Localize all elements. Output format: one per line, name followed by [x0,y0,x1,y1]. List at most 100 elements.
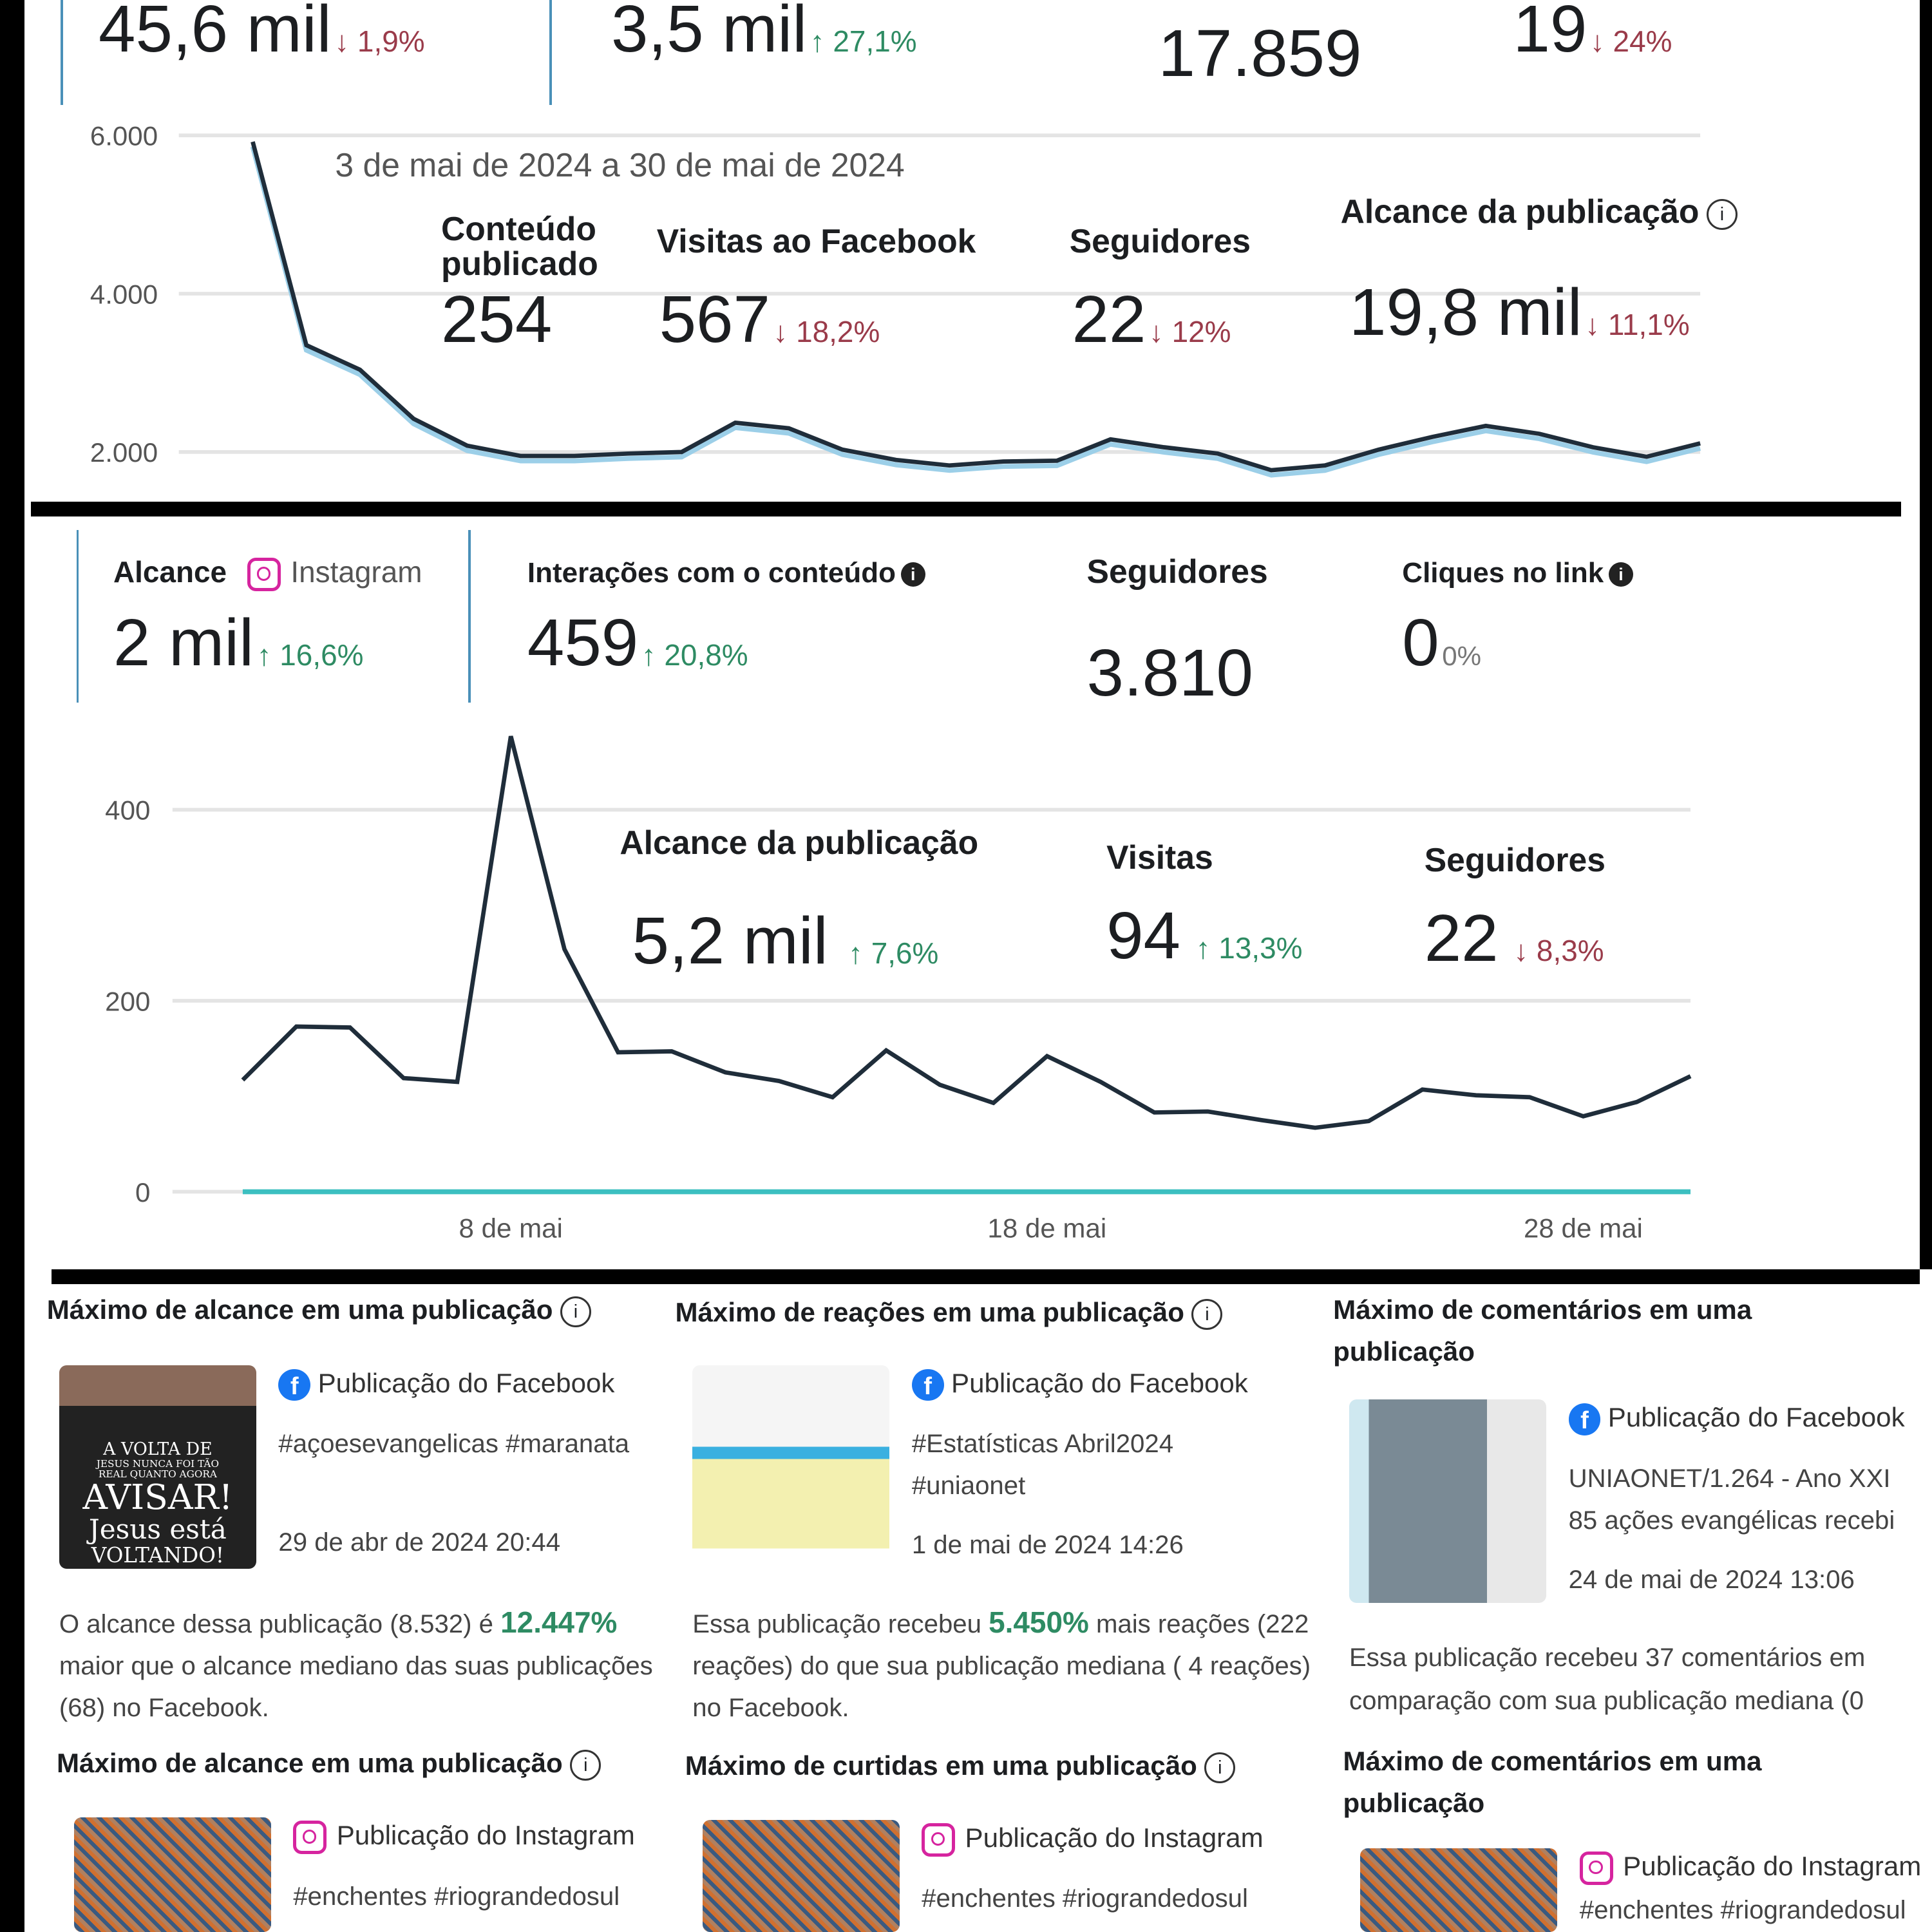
y-tick-label: 2.000 [90,437,158,468]
metric-change: ↓ 12% [1148,315,1231,349]
post-source-label[interactable]: Publicação do Instagram [1623,1850,1922,1881]
metric-change: 0% [1442,640,1482,671]
metric-value: 94 [1106,897,1181,972]
metric-change: ↑ 27,1% [810,24,917,58]
metric-top-2: 3,5 mil ↑ 27,1% [611,0,917,67]
post-thumbnail[interactable] [692,1365,890,1569]
post-date: 1 de mai de 2024 14:26 [911,1530,1184,1560]
metric-value: 5,2 mil [632,902,828,978]
post-description: Essa publicação recebeu 5.450% mais reaç… [692,1602,1314,1728]
thumb-line: REAL QUANTO AGORA [98,1468,217,1481]
series-line [241,735,1692,1130]
metric-top-4: 19 ↓ 24% [1513,0,1672,67]
thumb-line: JESUS NUNCA FOI TÃO [96,1458,220,1470]
info-icon[interactable]: i [1191,1298,1223,1330]
metric-value: 3,5 mil [611,0,808,66]
info-icon[interactable]: i [1706,198,1738,230]
post-description: Essa publicação recebeu 37 comentários e… [1349,1636,1928,1721]
post-thumbnail[interactable] [702,1819,900,1932]
highlight-card-title: Máximo de alcance em uma publicação i [57,1742,601,1784]
info-icon[interactable]: i [570,1750,601,1781]
metric-label: Visitas [1106,838,1213,876]
post-thumbnail[interactable]: A VOLTA DE JESUS NUNCA FOI TÃO REAL QUANTO… [59,1365,256,1569]
highlight-card-title: Máximo de comentários em uma publicação [1343,1740,1861,1824]
info-icon[interactable]: i [900,562,925,587]
post-caption: #Estatísticas Abril2024 [911,1429,1174,1459]
metric-value: 567 [659,281,770,357]
metric-change: ↓ 8,3% [1513,933,1604,967]
thumb-line: VOLTANDO! [91,1542,224,1567]
post-caption: #enchentes #riograndedosul [293,1881,620,1911]
post-description: O alcance dessa publicação (8.532) é 12.… [59,1602,681,1728]
metric-value: 22 [1072,281,1146,357]
metric-value: 22 [1424,900,1499,975]
date-range: 3 de mai de 2024 a 30 de mai de 2024 [335,146,905,184]
metric-divider [468,529,471,703]
post-source-label[interactable]: Publicação do Facebook [317,1367,615,1398]
metric-change: ↓ 1,9% [334,24,425,58]
metric-value: 45,6 mil [99,0,332,66]
post-thumbnail[interactable] [1360,1848,1558,1932]
post-caption: #enchentes #riograndedosul [1579,1895,1906,1924]
highlight-card-title: Máximo de reações em uma publicação i [675,1291,1223,1333]
desc-text: mais reações (222 reações) do que sua pu… [692,1609,1311,1723]
y-tick-label: 0 [135,1177,150,1208]
instagram-icon [247,557,281,591]
info-icon[interactable]: i [1204,1752,1236,1784]
platform-label: Instagram [290,554,422,589]
metric-value: 19,8 mil [1349,274,1582,349]
info-icon[interactable]: i [560,1296,592,1328]
metric-change: ↓ 11,1% [1585,307,1690,341]
series-line [251,141,1701,473]
metric-change: ↑ 7,6% [848,936,939,970]
y-tick-label: 200 [105,986,150,1016]
metric-label: Alcance [113,554,227,589]
metric-change: ↓ 24% [1589,24,1672,58]
instagram-icon [293,1820,327,1854]
metric-top-1: 45,6 mil ↓ 1,9% [99,0,425,67]
y-tick-label: 6.000 [90,121,158,151]
metric-value: 2 mil [113,604,254,679]
highlight-card-title: Máximo de alcance em uma publicação i [46,1289,592,1331]
card-title-text: Máximo de alcance em uma publicação [46,1294,553,1325]
metric-value: 254 [440,281,553,357]
desc-text: maior que o alcance mediano das suas pub… [59,1651,653,1723]
info-icon[interactable]: i [1608,562,1634,587]
x-tick-label: 18 de mai [987,1213,1106,1243]
metric-label: Conteúdo publicado [440,210,598,282]
highlight-card-title: Máximo de curtidas em uma publicação i [685,1745,1236,1786]
facebook-reach-chart: 6.000 4.000 2.000 [90,121,1701,478]
post-thumbnail[interactable] [1349,1399,1547,1604]
metric-value: 459 [527,604,639,679]
card-title-text: Máximo de curtidas em uma publicação [685,1750,1197,1781]
desc-highlight: 5.450% [989,1605,1089,1640]
post-source-label[interactable]: Publicação do Facebook [951,1367,1248,1398]
post-caption-2: #uniaonet [911,1471,1026,1501]
post-source-label[interactable]: Publicação do Instagram [965,1822,1264,1853]
thumb-line: Jesus está [88,1513,227,1546]
instagram-reach-chart: 400 200 0 8 de mai 18 de mai 28 de mai [105,735,1692,1243]
facebook-icon: f [1568,1403,1601,1436]
metric-change: ↑ 20,8% [641,638,748,672]
desc-text: Essa publicação recebeu [692,1609,989,1639]
post-source-label[interactable]: Publicação do Facebook [1607,1402,1905,1433]
post-source: Publicação do Instagram [293,1820,635,1854]
metric-change: ↑ 16,6% [256,638,364,672]
x-tick-label: 8 de mai [459,1213,563,1243]
facebook-icon: f [911,1368,944,1401]
desc-highlight: 12.447% [500,1605,618,1640]
post-thumbnail[interactable] [73,1817,271,1932]
post-source-label[interactable]: Publicação do Instagram [336,1819,635,1850]
post-caption: UNIAONET/1.264 - Ano XXI [1568,1463,1891,1493]
metric-change: ↓ 18,2% [773,315,880,349]
post-source: Publicação do Instagram [922,1823,1264,1857]
instagram-icon [1579,1851,1613,1885]
metric-value: 0 [1402,604,1439,679]
post-source: f Publicação do Facebook [278,1368,614,1401]
metric-value: 19 [1513,0,1587,66]
post-date: 24 de mai de 2024 13:06 [1568,1564,1855,1594]
metric-divider [60,0,63,105]
metric-divider [76,529,79,703]
post-caption: #enchentes #riograndedosul [922,1884,1248,1913]
thumb-line: AVISAR! [82,1477,233,1518]
